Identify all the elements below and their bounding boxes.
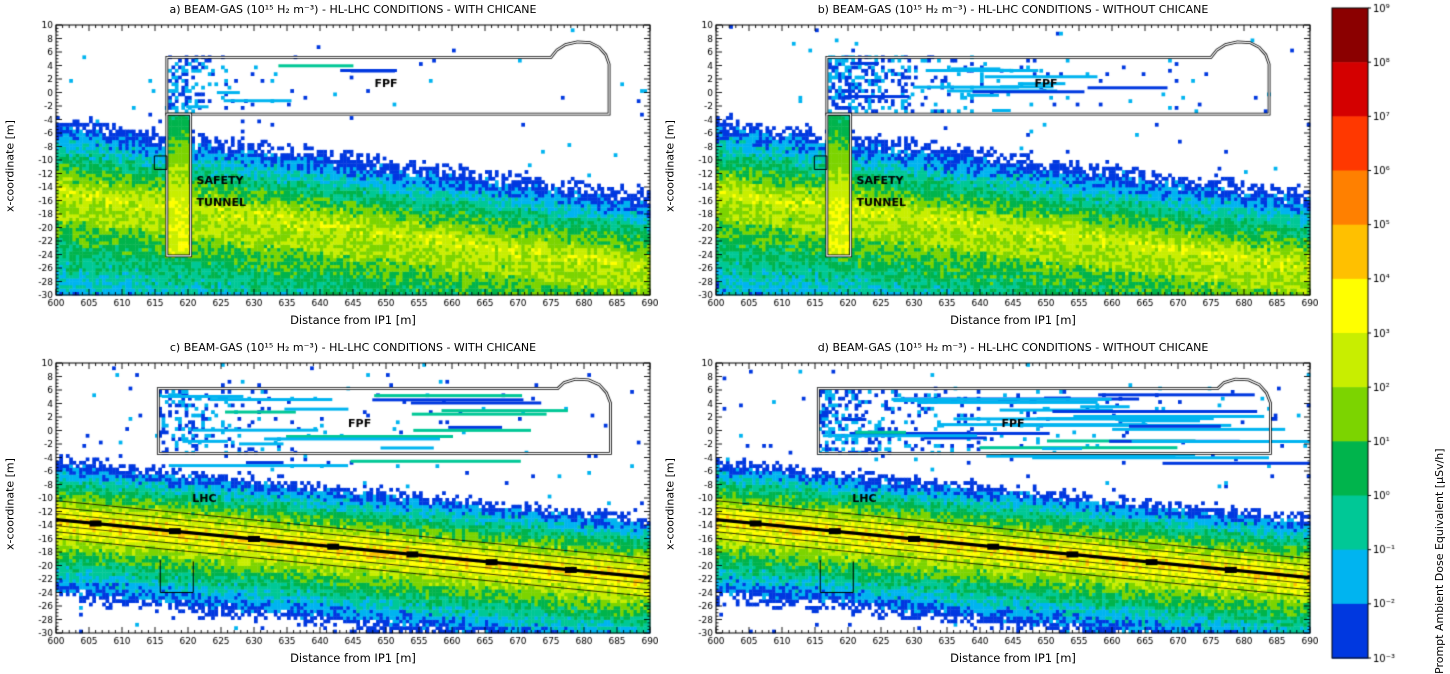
- panel-title-a: a) BEAM-GAS (10¹⁵ H₂ m⁻³) - HL-LHC CONDI…: [169, 3, 537, 16]
- colorbar-label: Prompt Ambient Dose Equivalent [µSv/h]: [1433, 448, 1446, 674]
- dose-map-b: [678, 20, 1318, 312]
- y-axis-label: x-coordinate [m]: [3, 120, 17, 212]
- panel-d: d) BEAM-GAS (10¹⁵ H₂ m⁻³) - HL-LHC CONDI…: [662, 338, 1318, 670]
- panel-a: a) BEAM-GAS (10¹⁵ H₂ m⁻³) - HL-LHC CONDI…: [2, 0, 658, 332]
- y-axis-label: x-coordinate [m]: [663, 458, 677, 550]
- y-axis-label: x-coordinate [m]: [663, 120, 677, 212]
- y-axis-label: x-coordinate [m]: [3, 458, 17, 550]
- panel-title-c: c) BEAM-GAS (10¹⁵ H₂ m⁻³) - HL-LHC CONDI…: [169, 341, 537, 354]
- dose-map-d: [678, 358, 1318, 650]
- x-axis-label: Distance from IP1 [m]: [290, 651, 416, 665]
- dose-map-a: [18, 20, 658, 312]
- dose-map-c: [18, 358, 658, 650]
- colorbar-scale: [1322, 0, 1410, 674]
- panel-title-b: b) BEAM-GAS (10¹⁵ H₂ m⁻³) - HL-LHC CONDI…: [817, 3, 1209, 16]
- x-axis-label: Distance from IP1 [m]: [950, 651, 1076, 665]
- panel-b: b) BEAM-GAS (10¹⁵ H₂ m⁻³) - HL-LHC CONDI…: [662, 0, 1318, 332]
- colorbar: Prompt Ambient Dose Equivalent [µSv/h]: [1320, 0, 1450, 674]
- panel-title-d: d) BEAM-GAS (10¹⁵ H₂ m⁻³) - HL-LHC CONDI…: [817, 341, 1209, 354]
- x-axis-label: Distance from IP1 [m]: [950, 313, 1076, 327]
- panel-c: c) BEAM-GAS (10¹⁵ H₂ m⁻³) - HL-LHC CONDI…: [2, 338, 658, 670]
- x-axis-label: Distance from IP1 [m]: [290, 313, 416, 327]
